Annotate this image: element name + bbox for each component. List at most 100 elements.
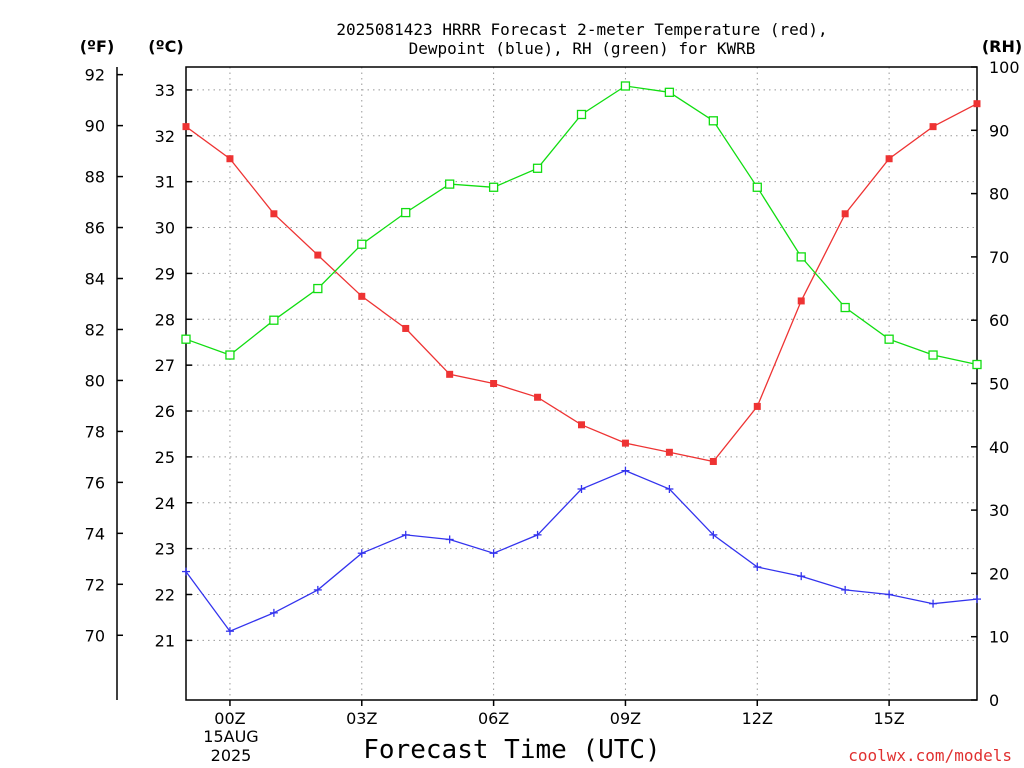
temperature-point: [490, 380, 498, 387]
dewpoint-line: [185, 469, 978, 632]
celsius-tick-label: 24: [155, 494, 175, 513]
dewpoint-point: [665, 485, 674, 493]
rh-unit-label: (RH): [982, 37, 1022, 56]
dewpoint-point: [401, 530, 410, 539]
axes: [116, 66, 978, 701]
rh-point: [664, 87, 675, 97]
dewpoint-point: [753, 562, 762, 571]
dewpoint-point: [709, 530, 718, 539]
rh-series: [181, 81, 982, 370]
temperature-point: [226, 155, 234, 163]
rh-point: [796, 252, 806, 262]
rh-line: [185, 85, 978, 366]
rh-point: [928, 350, 938, 360]
x-tick-label: 06Z: [478, 709, 509, 728]
fahrenheit-tick-label: 86: [85, 219, 105, 238]
fahrenheit-tick-label: 76: [85, 473, 105, 492]
rh-point: [313, 283, 323, 294]
celsius-tick-label: 26: [155, 402, 175, 421]
rh-point: [576, 109, 587, 120]
dewpoint-point: [313, 585, 322, 594]
rh-point: [708, 116, 718, 126]
chart-title-line-1: 2025081423 HRRR Forecast 2-meter Tempera…: [336, 20, 827, 39]
celsius-tick-label: 28: [155, 310, 175, 329]
dewpoint-point: [885, 590, 894, 599]
rh-tick-label: 70: [989, 248, 1009, 267]
dewpoint-point: [357, 549, 366, 558]
rh-tick-label: 10: [989, 628, 1009, 647]
rh-point: [840, 302, 850, 313]
rh-tick-label: 30: [989, 501, 1009, 520]
temperature-point: [446, 370, 454, 378]
temperature-point: [709, 457, 717, 465]
rh-point: [752, 182, 762, 192]
fahrenheit-tick-label: 74: [85, 524, 105, 543]
rh-point: [269, 315, 279, 325]
data-series: [181, 81, 982, 636]
dewpoint-point: [577, 485, 586, 493]
fahrenheit-tick-label: 84: [85, 270, 105, 289]
celsius-tick-label: 22: [155, 586, 175, 605]
grid-lines: [186, 67, 977, 700]
rh-tick-label: 40: [989, 438, 1009, 457]
rh-tick-label: 80: [989, 185, 1009, 204]
temperature-point: [973, 100, 981, 108]
dewpoint-point: [445, 535, 454, 544]
celsius-tick-label: 23: [155, 540, 175, 559]
celsius-tick-label: 29: [155, 264, 175, 283]
temperature-point: [753, 402, 761, 410]
x-tick-label: 09Z: [610, 709, 641, 728]
fahrenheit-tick-label: 88: [85, 168, 105, 187]
celsius-tick-label: 21: [155, 631, 175, 650]
temperature-point: [578, 421, 585, 429]
temperature-point: [534, 393, 542, 401]
x-tick-label: 00Z: [214, 709, 245, 728]
fahrenheit-tick-label: 72: [85, 575, 105, 594]
rh-point: [401, 207, 411, 218]
rh-point: [972, 359, 982, 370]
celsius-tick-label: 32: [155, 127, 175, 146]
rh-point: [532, 163, 543, 173]
celsius-tick-label: 30: [155, 219, 175, 238]
rh-tick-label: 60: [989, 311, 1009, 330]
celsius-tick-label: 27: [155, 356, 175, 375]
dewpoint-point: [269, 608, 278, 617]
temperature-series: [182, 100, 981, 465]
temperature-line: [185, 103, 978, 463]
dewpoint-point: [182, 567, 190, 576]
dewpoint-point: [797, 572, 806, 581]
temperature-point: [665, 448, 673, 456]
rh-point: [884, 334, 894, 344]
temperature-point: [314, 251, 322, 259]
fahrenheit-tick-label: 90: [85, 117, 105, 136]
chart-title: 2025081423 HRRR Forecast 2-meter Tempera…: [336, 20, 827, 58]
date-label-year: 2025: [211, 746, 252, 765]
dewpoint-point: [973, 595, 981, 604]
fahrenheit-tick-label: 70: [85, 626, 105, 645]
celsius-tick-label: 33: [155, 81, 175, 100]
temperature-point: [797, 297, 805, 305]
fahrenheit-tick-label: 78: [85, 422, 105, 441]
rh-tick-label: 20: [989, 564, 1009, 583]
date-label-day: 15AUG: [203, 727, 258, 746]
watermark: coolwx.com/models: [848, 746, 1012, 765]
temperature-point: [270, 210, 278, 218]
temperature-point: [402, 324, 410, 332]
chart-title-line-2: Dewpoint (blue), RH (green) for KWRB: [409, 39, 756, 58]
dewpoint-point: [621, 466, 630, 475]
temperature-point: [621, 439, 629, 447]
fahrenheit-tick-label: 92: [85, 66, 105, 85]
celsius-tick-label: 25: [155, 448, 175, 467]
rh-tick-label: 0: [989, 691, 999, 710]
rh-point: [357, 239, 367, 249]
fahrenheit-unit-label: (ºF): [80, 37, 115, 56]
rh-point: [181, 334, 191, 344]
temperature-point: [182, 123, 190, 131]
rh-point: [225, 350, 235, 360]
temperature-point: [929, 123, 937, 131]
dewpoint-point: [533, 530, 542, 539]
celsius-tick-label: 31: [155, 173, 175, 192]
dewpoint-point: [929, 599, 938, 608]
dewpoint-point: [841, 585, 850, 594]
fahrenheit-tick-label: 80: [85, 371, 105, 390]
